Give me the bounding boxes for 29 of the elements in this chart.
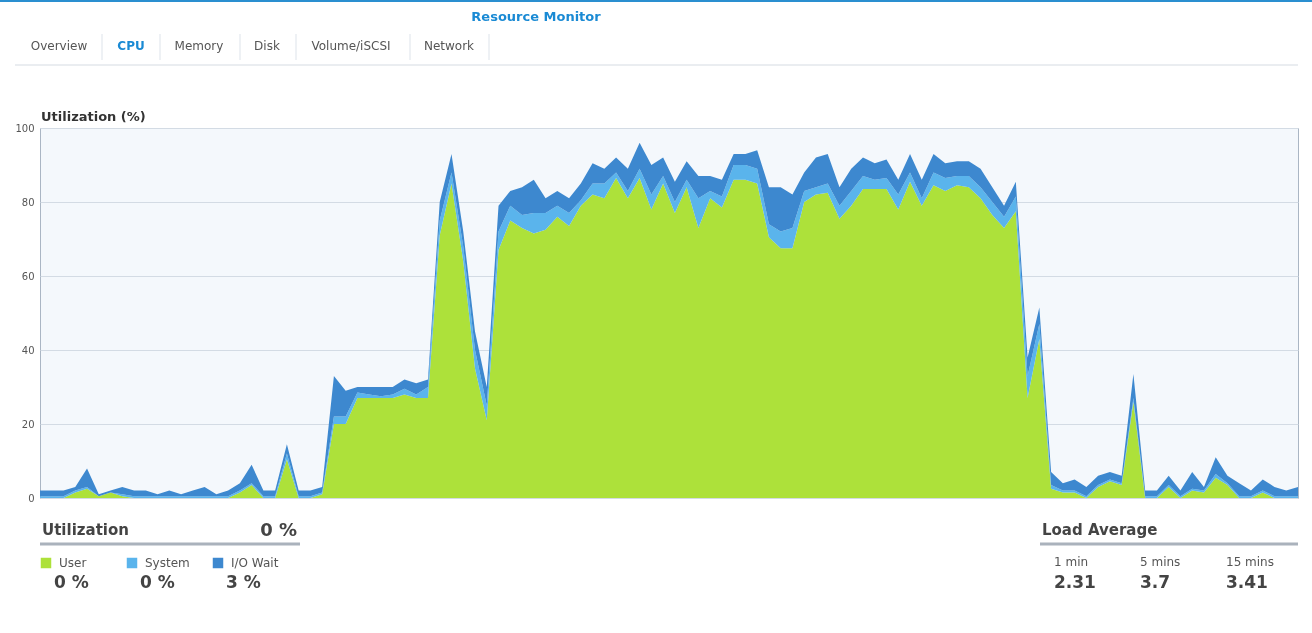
y-tick-label: 0 xyxy=(28,492,35,504)
text: 0 % xyxy=(140,572,175,592)
y-tick-label: 100 xyxy=(15,122,35,134)
text: Disk xyxy=(254,39,280,53)
text: 1 min xyxy=(1054,555,1089,569)
legend-label: User xyxy=(59,556,87,570)
text: 3.41 xyxy=(1226,572,1268,592)
legend-label: System xyxy=(145,556,190,570)
text: Load Average xyxy=(1042,521,1158,539)
chart-title: Resource Monitor xyxy=(471,9,602,24)
legend-label: I/O Wait xyxy=(231,556,279,570)
y-tick-label: 40 xyxy=(21,344,35,356)
text: Memory xyxy=(174,39,224,53)
y-tick-label: 20 xyxy=(21,418,35,430)
text: 0 % xyxy=(54,572,89,592)
text: 3.7 xyxy=(1140,572,1171,592)
text: Overview xyxy=(30,39,88,53)
text: 2.31 xyxy=(1054,572,1096,592)
text: 0 % xyxy=(260,519,297,540)
text: 15 mins xyxy=(1226,555,1274,569)
text: CPU xyxy=(117,39,145,53)
text: Network xyxy=(423,39,475,53)
y-tick-label: 60 xyxy=(21,270,35,282)
text: Utilization xyxy=(42,521,129,539)
text: 5 mins xyxy=(1140,555,1181,569)
y-axis-title: Utilization (%) xyxy=(41,109,146,124)
text: Volume/iSCSI xyxy=(311,39,391,53)
text: 3 % xyxy=(226,572,261,592)
y-tick-label: 80 xyxy=(21,196,35,208)
